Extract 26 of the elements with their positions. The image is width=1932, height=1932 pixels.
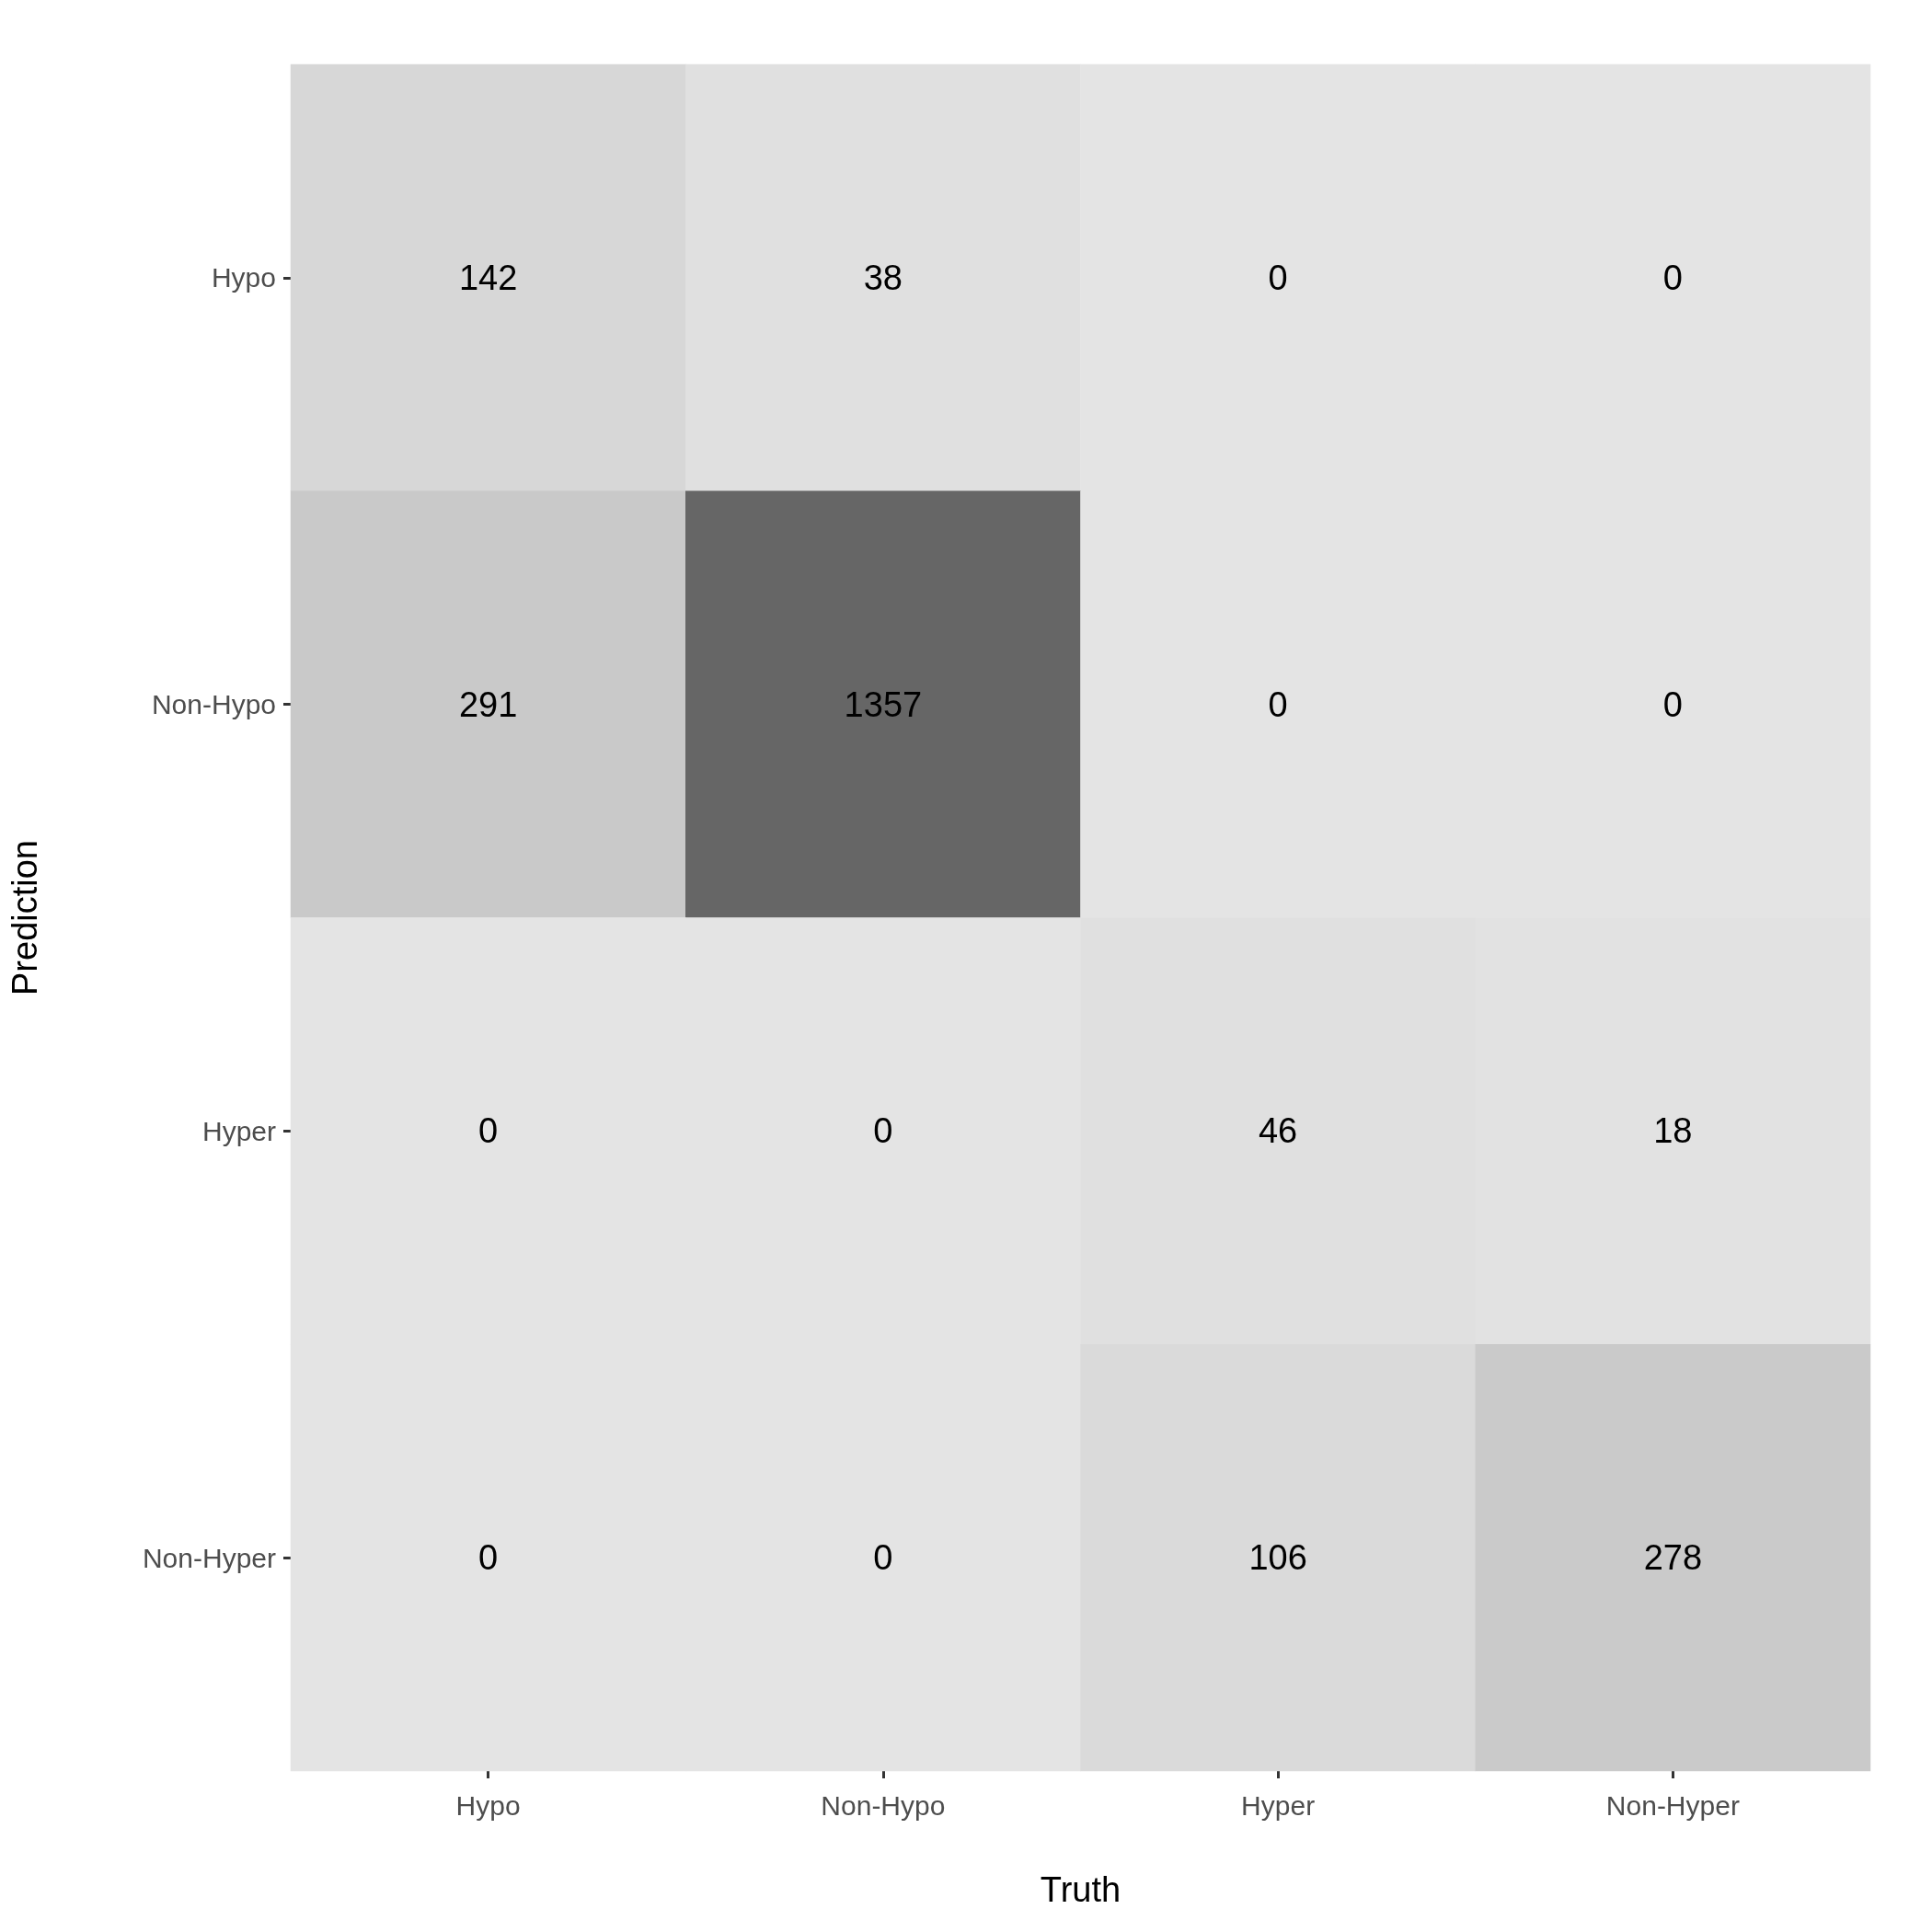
data-label: 142 [458,258,518,297]
data-label: 0 [478,1538,499,1578]
data-label: 0 [873,1111,893,1151]
data-label: 0 [1268,684,1288,724]
data-label: 278 [1643,1538,1703,1578]
x-axis-title: Truth [1040,1870,1121,1909]
data-label: 0 [873,1538,893,1578]
data-label: 0 [1662,684,1683,724]
y-tick-label: Hyper [201,1115,276,1146]
data-label: 106 [1248,1538,1307,1578]
data-label: 291 [458,684,518,724]
x-tick-label: Hyper [1241,1789,1316,1821]
y-tick-label: Non-Hypo [151,689,276,720]
data-label: 0 [478,1111,499,1151]
x-tick-label: Hypo [455,1789,521,1821]
data-label: 38 [863,258,903,297]
y-axis-title: Prediction [6,840,44,995]
data-label: 18 [1653,1111,1693,1151]
data-label: 1357 [844,684,923,724]
data-label: 0 [1662,258,1683,297]
data-label: 46 [1258,1111,1298,1151]
y-tick-label: Hypo [211,262,276,293]
y-tick-label: Non-Hyper [142,1542,276,1573]
x-tick-label: Non-Hyper [1605,1789,1740,1821]
x-tick-label: Non-Hypo [821,1789,946,1821]
data-label: 0 [1268,258,1288,297]
